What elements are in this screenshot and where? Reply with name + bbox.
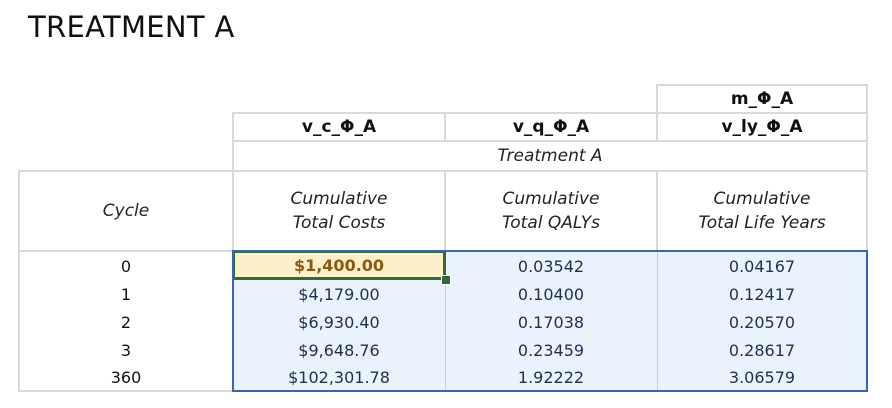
cycle-cell[interactable]: 0 [120,256,132,276]
group-label: Treatment A [497,146,603,166]
cycle-cell[interactable]: 2 [120,312,132,332]
matrix-label-cell[interactable]: m_Φ_A [656,84,868,114]
qaly-cell[interactable]: 0.10400 [517,284,585,304]
cost-cell[interactable]: $9,648.76 [298,340,380,360]
ly-cell[interactable]: 3.06579 [728,367,796,387]
cycle-cell[interactable]: 1 [120,284,132,304]
desc-qaly-line1: Cumulative [502,189,600,209]
var-header-cost-label: v_c_Φ_A [301,117,377,137]
desc-ly-line2: Total Life Years [698,213,826,233]
var-header-qaly-label: v_q_Φ_A [512,117,590,137]
desc-header-qaly[interactable]: Cumulative Total QALYs [444,170,658,252]
cost-cell[interactable]: $4,179.00 [298,284,380,304]
ly-cell[interactable]: 0.12417 [728,284,796,304]
active-cell-cost[interactable]: $1,400.00 [232,250,446,280]
ly-cell[interactable]: 0.28617 [728,340,796,360]
cycle-cell[interactable]: 3 [120,340,132,360]
qaly-cell[interactable]: 1.92222 [517,367,585,387]
ly-cell[interactable]: 0.20570 [728,312,796,332]
sheet-title: TREATMENT A [28,10,235,44]
desc-ly-line1: Cumulative [713,189,811,209]
cycle-header-cell[interactable]: Cycle [18,170,234,252]
group-label-cell[interactable]: Treatment A [232,140,868,172]
var-header-ly-label: v_ly_Φ_A [721,117,803,137]
qaly-cell[interactable]: 0.17038 [517,312,585,332]
matrix-label: m_Φ_A [730,89,794,109]
ly-cell[interactable]: 0.04167 [728,256,796,276]
cycle-header: Cycle [102,201,150,221]
qaly-cell[interactable]: 0.23459 [517,340,585,360]
fill-handle[interactable] [441,275,451,285]
desc-header-ly[interactable]: Cumulative Total Life Years [656,170,868,252]
desc-header-cost[interactable]: Cumulative Total Costs [232,170,446,252]
cost-cell[interactable]: $102,301.78 [288,367,390,387]
var-header-ly[interactable]: v_ly_Φ_A [656,112,868,142]
qaly-cell[interactable]: 0.03542 [517,256,585,276]
desc-cost-line2: Total Costs [292,213,386,233]
cycle-cell[interactable]: 360 [110,367,142,387]
desc-qaly-line2: Total QALYs [502,213,600,233]
desc-cost-line1: Cumulative [290,189,388,209]
var-header-qaly[interactable]: v_q_Φ_A [444,112,658,142]
var-header-cost[interactable]: v_c_Φ_A [232,112,446,142]
cost-cell[interactable]: $6,930.40 [298,312,380,332]
